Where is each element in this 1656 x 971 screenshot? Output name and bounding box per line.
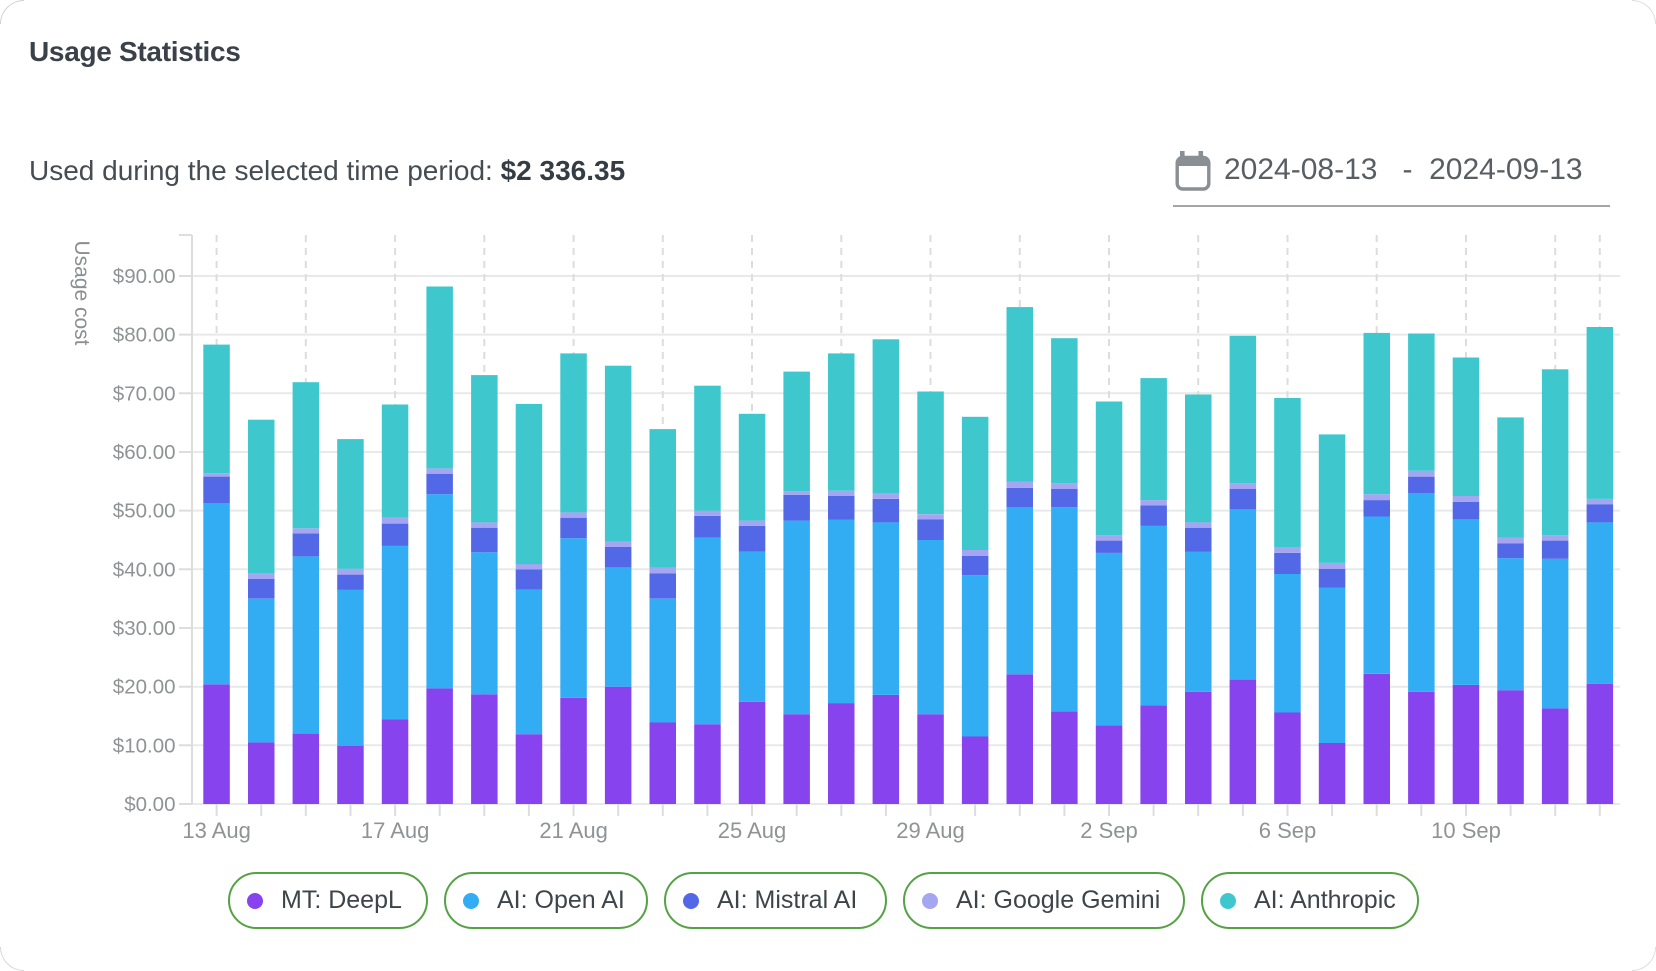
- svg-text:$90.00: $90.00: [113, 265, 176, 288]
- svg-text:$20.00: $20.00: [113, 676, 176, 699]
- svg-text:$70.00: $70.00: [113, 382, 176, 405]
- svg-text:$10.00: $10.00: [113, 734, 176, 757]
- svg-text:$40.00: $40.00: [113, 558, 176, 581]
- svg-text:17 Aug: 17 Aug: [361, 818, 430, 843]
- svg-text:21 Aug: 21 Aug: [539, 818, 608, 843]
- svg-text:29 Aug: 29 Aug: [896, 818, 965, 843]
- svg-text:$50.00: $50.00: [113, 500, 176, 523]
- svg-text:$30.00: $30.00: [113, 617, 176, 640]
- svg-text:$60.00: $60.00: [113, 441, 176, 464]
- svg-text:13 Aug: 13 Aug: [182, 818, 251, 843]
- svg-text:$80.00: $80.00: [113, 324, 176, 347]
- svg-text:25 Aug: 25 Aug: [718, 818, 787, 843]
- svg-text:6 Sep: 6 Sep: [1259, 818, 1317, 843]
- svg-text:2 Sep: 2 Sep: [1080, 818, 1138, 843]
- svg-text:$0.00: $0.00: [124, 793, 175, 816]
- svg-text:10 Sep: 10 Sep: [1431, 818, 1501, 843]
- svg-text:Usage cost: Usage cost: [70, 240, 93, 345]
